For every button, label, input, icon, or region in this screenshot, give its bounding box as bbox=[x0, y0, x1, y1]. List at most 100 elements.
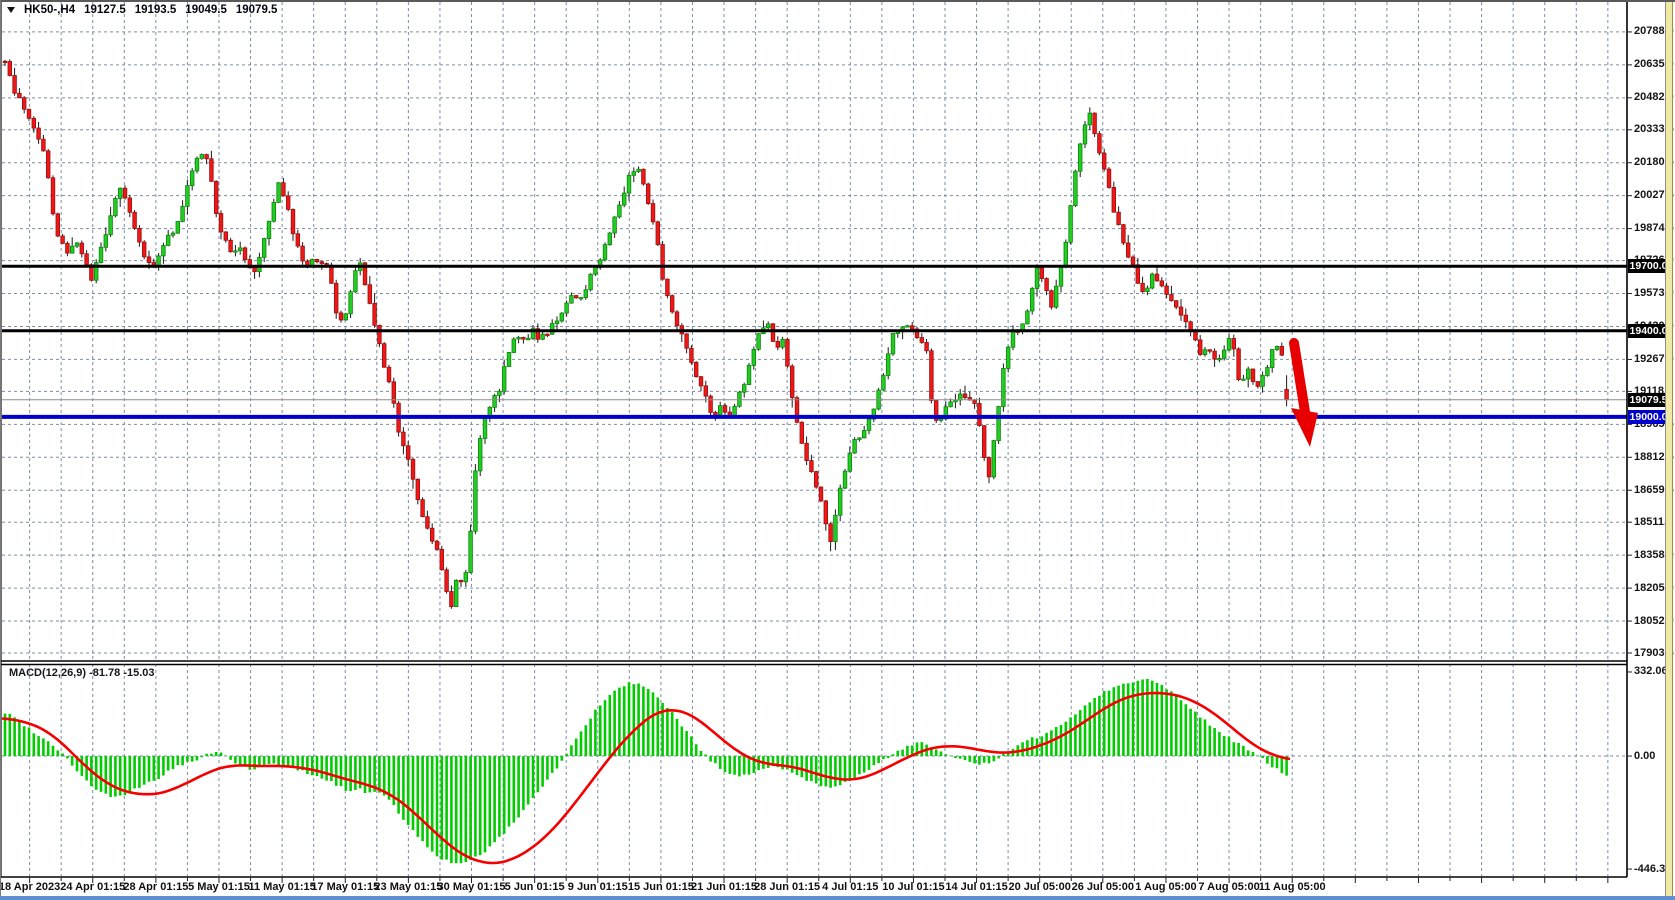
symbol-dropdown-icon[interactable] bbox=[7, 7, 15, 13]
candle bbox=[962, 393, 968, 398]
candle bbox=[804, 442, 809, 461]
candle bbox=[626, 174, 632, 194]
candle bbox=[943, 406, 948, 420]
candle bbox=[261, 238, 267, 258]
candle bbox=[434, 540, 440, 550]
candle bbox=[329, 264, 334, 284]
candle bbox=[118, 187, 123, 199]
candle bbox=[814, 471, 819, 488]
candle bbox=[199, 154, 204, 159]
panel-frame bbox=[0, 0, 1632, 883]
candle bbox=[1025, 310, 1030, 325]
candle bbox=[718, 405, 723, 416]
candle bbox=[574, 295, 579, 299]
candle bbox=[492, 395, 497, 408]
candle bbox=[1260, 375, 1265, 387]
arrow-annotation[interactable] bbox=[1289, 338, 1318, 447]
candle bbox=[948, 401, 953, 408]
candle bbox=[1145, 287, 1150, 292]
candle bbox=[698, 376, 704, 387]
candle bbox=[108, 215, 113, 236]
time-tick-label: 11 Aug 05:00 bbox=[1258, 881, 1326, 893]
candle bbox=[1217, 358, 1222, 361]
candle bbox=[905, 325, 910, 328]
candle bbox=[31, 117, 36, 129]
price-tick-label: 18052.0 bbox=[1634, 614, 1674, 627]
candle bbox=[583, 289, 588, 298]
candle bbox=[439, 549, 444, 571]
candle bbox=[165, 234, 171, 246]
macd-layer bbox=[1, 678, 1291, 865]
candle bbox=[833, 514, 838, 543]
arrow-head bbox=[1291, 408, 1318, 447]
candle bbox=[511, 338, 516, 353]
candle bbox=[7, 61, 12, 76]
candle bbox=[530, 328, 536, 339]
candle bbox=[852, 439, 857, 454]
candle bbox=[237, 247, 243, 252]
price-tick-label: 19874.5 bbox=[1634, 222, 1674, 235]
arrow-shaft bbox=[1289, 338, 1310, 417]
price-tick-label: 17903.5 bbox=[1634, 646, 1674, 659]
indicator-label: MACD(12,26,9) -81.78 -15.03 bbox=[9, 667, 155, 679]
time-tick-label: 9 Jun 01:15 bbox=[567, 881, 628, 893]
candle bbox=[722, 405, 728, 413]
candle bbox=[751, 348, 756, 366]
time-tick-label: 14 Jul 01:15 bbox=[945, 881, 1008, 893]
candle bbox=[607, 232, 612, 246]
candle bbox=[74, 242, 80, 247]
candle bbox=[1231, 338, 1236, 350]
candle bbox=[132, 211, 137, 229]
candle bbox=[766, 323, 771, 329]
candle bbox=[689, 347, 694, 363]
time-tick-label: 23 May 01:15 bbox=[374, 881, 443, 893]
candle bbox=[266, 220, 272, 239]
candle bbox=[871, 408, 876, 420]
price-badge-19079.5: 19079.5 bbox=[1628, 392, 1669, 407]
time-tick-label: 5 May 01:15 bbox=[188, 881, 250, 893]
candle bbox=[1111, 186, 1116, 213]
candle bbox=[444, 569, 449, 592]
candle bbox=[405, 445, 411, 460]
candle bbox=[1246, 368, 1251, 380]
candle bbox=[252, 267, 257, 273]
price-tick-label: 20333.5 bbox=[1634, 123, 1674, 136]
candle bbox=[838, 487, 843, 516]
candle bbox=[89, 264, 94, 281]
candle bbox=[1178, 306, 1184, 316]
time-tick-label: 1 Aug 05:00 bbox=[1135, 881, 1197, 893]
candle bbox=[617, 204, 622, 218]
candle bbox=[550, 323, 555, 335]
candle bbox=[1265, 367, 1270, 376]
candle bbox=[127, 197, 132, 213]
candle bbox=[1006, 346, 1011, 369]
candle bbox=[1250, 368, 1256, 382]
candle bbox=[535, 328, 540, 340]
candle bbox=[228, 239, 233, 253]
macd-tick-label: -446.36 bbox=[1634, 862, 1672, 875]
price-tick-label: 20635.0 bbox=[1634, 58, 1674, 71]
time-tick-label: 7 Aug 05:00 bbox=[1198, 881, 1260, 893]
candle bbox=[1236, 348, 1241, 380]
ohlc-open: 19127.5 bbox=[84, 4, 126, 16]
candle bbox=[746, 365, 752, 385]
candle bbox=[180, 206, 185, 222]
window-right-strip bbox=[1665, 2, 1666, 898]
candle bbox=[977, 403, 982, 427]
candle bbox=[559, 312, 564, 322]
candle bbox=[790, 365, 795, 399]
candle bbox=[1154, 273, 1160, 282]
candle bbox=[458, 579, 464, 583]
price-tick-label: 18812.5 bbox=[1634, 450, 1674, 463]
price-levels-layer bbox=[2, 264, 1627, 419]
candle bbox=[1279, 346, 1284, 356]
candle bbox=[866, 418, 872, 431]
candle bbox=[429, 527, 435, 542]
time-tick-label: 18 Apr 2023 bbox=[0, 881, 61, 893]
candle bbox=[636, 168, 641, 173]
candle bbox=[785, 338, 790, 367]
candle bbox=[401, 431, 406, 447]
candle bbox=[1226, 338, 1232, 351]
